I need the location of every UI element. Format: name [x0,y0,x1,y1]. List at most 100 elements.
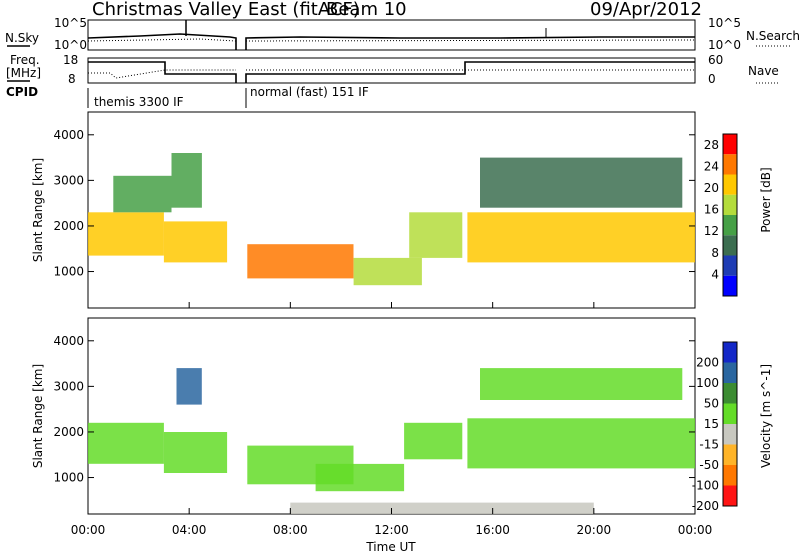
beam-label: Beam 10 [326,0,407,20]
colorbar-tick-label: 20 [704,181,719,195]
scatter-band-5 [353,257,422,286]
nave-label: Nave [748,64,779,78]
scatter-band-8 [290,502,594,514]
nsearch-trace [87,38,696,42]
power-colorbar-label: Power [dB] [759,167,773,232]
colorbar-segment [723,154,737,175]
colorbar-tick-label: -100 [692,479,719,493]
freq-tick-high: 18 [63,53,78,67]
colorbar-tick-label: 4 [711,267,719,281]
y-tick-label: 3000 [53,379,84,393]
noise-panel-frame [87,19,696,51]
nave-tick-high: 60 [708,53,723,67]
x-axis-label: Time UT [365,540,416,554]
colorbar-segment [723,342,737,363]
scatter-band-7 [467,212,695,263]
scatter-band-4 [247,244,354,279]
noise-tick-left-low: 10^0 [54,38,87,52]
y-tick-label: 4000 [53,128,84,142]
scatter-band-6 [467,418,695,469]
date-label: 09/Apr/2012 [590,0,702,20]
colorbar-tick-label: -15 [699,438,719,452]
colorbar-tick-label: 100 [696,376,719,390]
power-x-ticks [87,302,696,308]
colorbar-frame [722,341,738,507]
colorbar-tick-label: 50 [704,397,719,411]
scatter-band-2 [176,368,202,405]
y-tick-label: 3000 [53,173,84,187]
colorbar-segment [723,403,737,424]
y-tick-label: 1000 [53,471,84,485]
colorbar-tick-label: 8 [711,246,719,260]
colorbar-tick-label: -50 [699,458,719,472]
scatter-band-5 [404,422,463,460]
x-tick-label: 04:00 [172,523,207,537]
velocity-bands [88,368,695,514]
noise-tick-right-high: 10^5 [708,16,741,30]
colorbar-segment [723,215,737,236]
noise-panel: N.Sky 10^5 10^0 10^5 10^0 N.Search [5,16,800,52]
scatter-band-0 [88,212,164,256]
colorbar-frame [722,133,738,297]
colorbar-tick-label: 28 [704,138,719,152]
x-tick-label: 16:00 [475,523,510,537]
nsky-label: N.Sky [5,31,39,45]
scatter-band-6 [409,212,463,258]
x-tick-label: 20:00 [577,523,612,537]
y-tick-label: 2000 [53,425,84,439]
cpid-row: CPID themis 3300 IF normal (fast) 151 IF [6,85,369,109]
colorbar-segment [723,134,737,155]
colorbar-tick-label: 15 [704,417,719,431]
noise-tick-left-high: 10^5 [54,16,87,30]
velocity-colorbar-label: Velocity [m s^-1] [759,364,773,468]
freq-trace [88,61,695,83]
colorbar-segment [723,424,737,445]
scatter-band-0 [88,422,164,464]
noise-tick-right-low: 10^0 [708,38,741,52]
cpid-program-2: normal (fast) 151 IF [250,85,369,99]
scatter-band-7 [480,368,683,400]
colorbar-segment [723,275,737,297]
x-tick-label: 12:00 [374,523,409,537]
scatter-band-1 [163,432,228,473]
scatter-band-2 [163,221,228,263]
colorbar-segment [723,174,737,195]
colorbar-tick-label: 24 [704,159,719,173]
velocity-x-ticks: 00:00 04:00 08:00 12:00 16:00 20:00 00:00 [71,508,713,537]
x-tick-label: 00:00 [678,523,713,537]
frequency-panel: Freq. [MHz] 18 8 60 0 Nave [6,53,780,86]
colorbar-segment [723,485,737,506]
nsearch-label: N.Search [746,29,800,43]
y-tick-label: 1000 [53,265,84,279]
x-tick-label: 08:00 [273,523,308,537]
colorbar-segment [723,444,737,465]
cpid-program-1: themis 3300 IF [94,95,184,109]
nsky-trace [87,33,695,50]
colorbar-segment [723,235,737,256]
power-y-label: Slant Range [km] [31,158,45,262]
power-bands [88,153,695,286]
nave-tick-low: 0 [708,72,716,86]
colorbar-segment [723,255,737,276]
cpid-label: CPID [6,85,38,99]
power-y-ticks: 1000 2000 3000 4000 [53,128,695,279]
freq-label: Freq. [10,53,40,67]
freq-unit-label: [MHz] [6,66,41,80]
velocity-colorbar: Velocity [m s^-1] 200 100 50 15 -15 -50 -100 -2… [692,341,773,513]
colorbar-tick-label: 16 [704,203,719,217]
freq-panel-frame [87,57,696,84]
colorbar-segment [723,362,737,383]
y-tick-label: 2000 [53,219,84,233]
power-colorbar: Power [dB] 4 8 12 16 20 24 28 [704,133,773,297]
scatter-band-8 [480,157,683,208]
power-panel: 1000 2000 3000 4000 Slant Range [km] [31,111,696,309]
x-tick-label: 00:00 [71,523,106,537]
scatter-band-4 [315,463,405,492]
colorbar-tick-label: 12 [704,224,719,238]
colorbar-segment [723,194,737,216]
y-tick-label: 4000 [53,334,84,348]
colorbar-tick-label: -200 [692,499,719,513]
velocity-panel: 1000 2000 3000 4000 00:00 04:00 08:00 12:00 16:… [31,317,713,554]
scatter-band-1 [113,175,172,213]
